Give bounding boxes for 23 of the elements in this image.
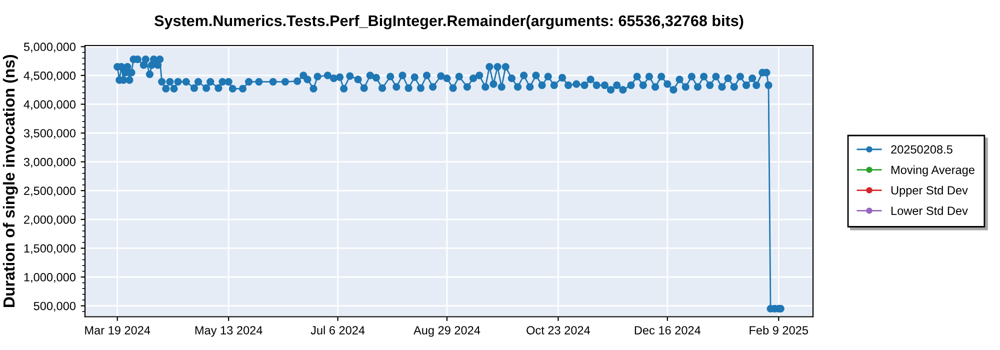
legend-label: 20250208.5 [891, 145, 952, 154]
legend-label: Upper Std Dev [891, 186, 968, 197]
legend-label: Moving Average [891, 165, 974, 176]
y-tick-label: 500,000 [34, 302, 76, 312]
y-tick-label: 1,000,000 [24, 273, 76, 283]
y-tick-label: 1,500,000 [24, 244, 76, 254]
y-tick-label: 3,000,000 [24, 158, 76, 168]
y-tick-label: 2,500,000 [24, 186, 76, 196]
y-tick-label: 2,000,000 [24, 215, 76, 226]
y-tick-label: 4,000,000 [24, 100, 76, 110]
chart-title: System.Numerics.Tests.Perf_BigInteger.Remainder(arguments: 65536,32768 bits) [154, 14, 744, 30]
x-tick-label: Feb 9 2025 [750, 326, 808, 334]
x-tick-label: Jul 6 2024 [310, 326, 365, 334]
x-tick-label: Mar 19 2024 [85, 326, 150, 334]
x-tick-label: Aug 29 2024 [414, 326, 480, 337]
legend-label: Lower Std Dev [891, 206, 968, 215]
y-tick-label: 5,000,000 [24, 42, 76, 52]
x-tick-label: Oct 23 2024 [526, 326, 590, 334]
y-axis-title: Duration of single invocation (ns) [2, 55, 18, 307]
x-tick-label: Dec 16 2024 [634, 326, 701, 334]
x-tick-label: May 13 2024 [195, 326, 262, 337]
y-tick-label: 3,500,000 [24, 129, 76, 139]
y-tick-label: 4,500,000 [24, 71, 76, 82]
